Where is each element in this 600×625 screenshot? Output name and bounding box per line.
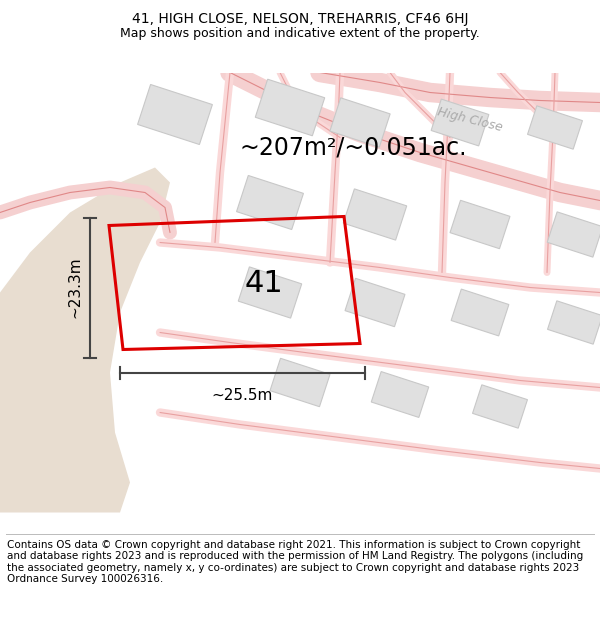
Polygon shape: [0, 168, 170, 512]
Text: Contains OS data © Crown copyright and database right 2021. This information is : Contains OS data © Crown copyright and d…: [7, 539, 583, 584]
Polygon shape: [371, 371, 429, 418]
Polygon shape: [527, 106, 583, 149]
Text: 41, HIGH CLOSE, NELSON, TREHARRIS, CF46 6HJ: 41, HIGH CLOSE, NELSON, TREHARRIS, CF46 …: [132, 12, 468, 26]
Polygon shape: [343, 189, 407, 240]
Polygon shape: [548, 301, 600, 344]
Polygon shape: [238, 267, 302, 318]
Polygon shape: [236, 176, 304, 229]
Polygon shape: [450, 200, 510, 249]
Polygon shape: [345, 278, 405, 327]
Text: ~23.3m: ~23.3m: [67, 257, 82, 318]
Text: Map shows position and indicative extent of the property.: Map shows position and indicative extent…: [120, 27, 480, 39]
Polygon shape: [473, 385, 527, 428]
Polygon shape: [431, 99, 489, 146]
Polygon shape: [547, 212, 600, 257]
Text: 41: 41: [245, 269, 283, 298]
Text: ~207m²/~0.051ac.: ~207m²/~0.051ac.: [240, 136, 467, 159]
Polygon shape: [137, 84, 212, 144]
Text: ~25.5m: ~25.5m: [212, 389, 273, 404]
Polygon shape: [270, 358, 330, 407]
Polygon shape: [255, 79, 325, 136]
Polygon shape: [451, 289, 509, 336]
Text: High Close: High Close: [436, 105, 504, 134]
Polygon shape: [330, 98, 390, 147]
